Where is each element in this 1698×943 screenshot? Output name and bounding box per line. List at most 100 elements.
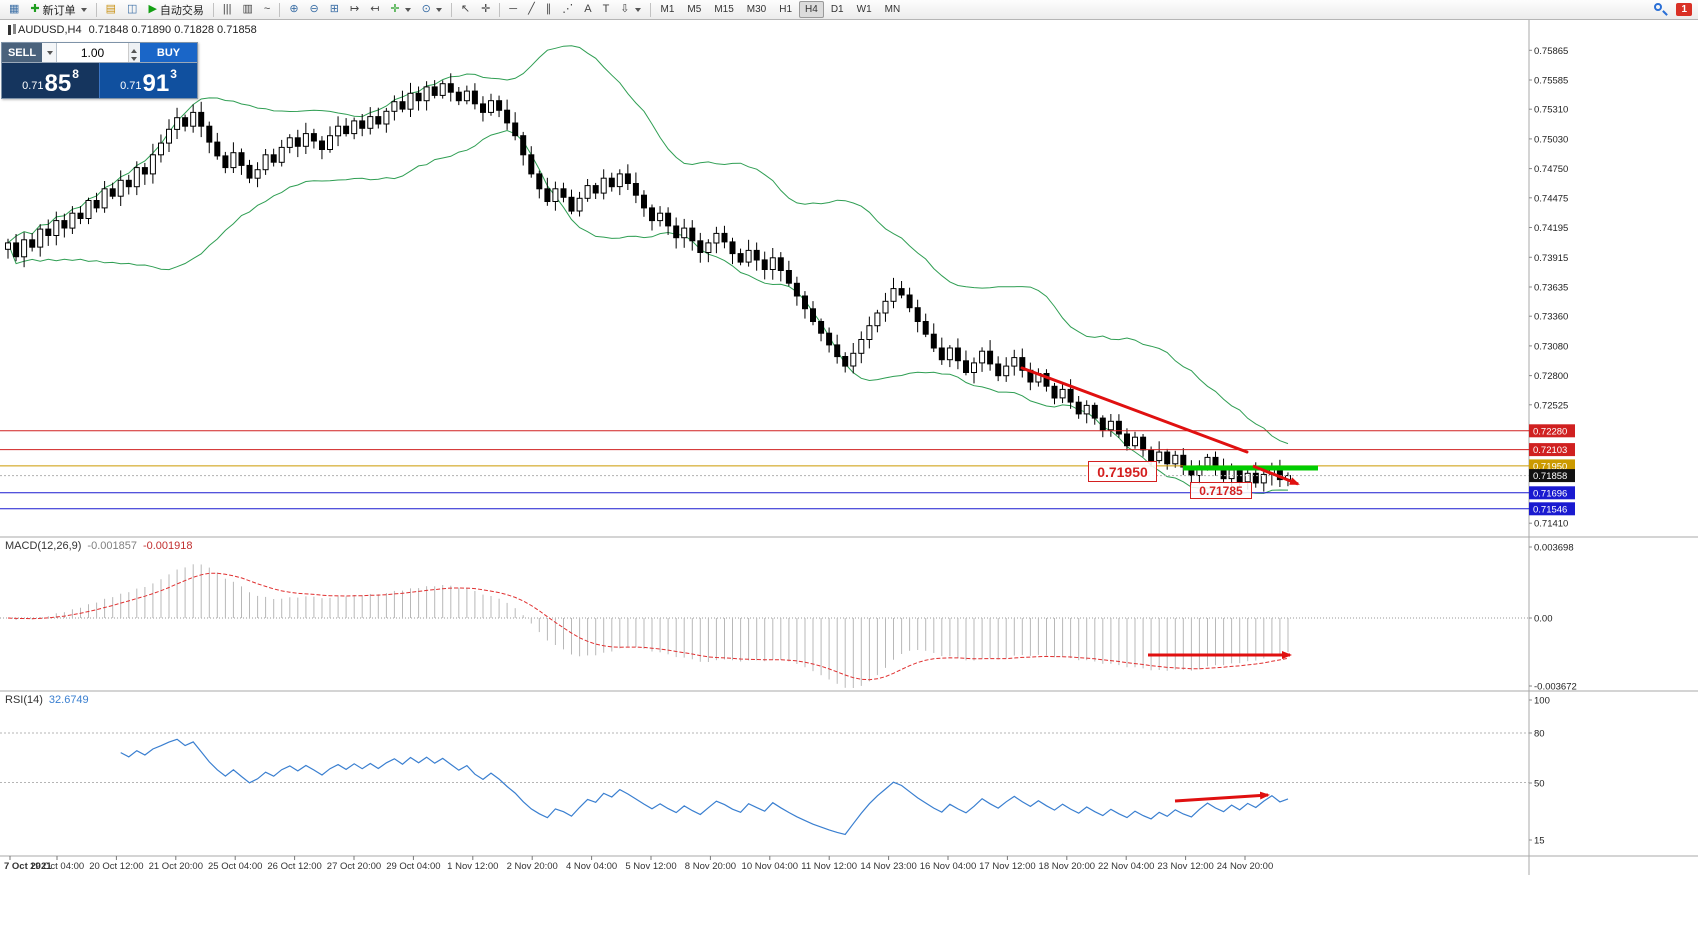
timeframe-m1[interactable]: M1 [660, 4, 675, 15]
candle-body [1067, 388, 1074, 403]
candle-body [166, 128, 172, 144]
text-label-button[interactable]: T [598, 1, 615, 18]
arrows-button[interactable]: ⇩ [615, 1, 645, 18]
bollinger-upper-band [7, 45, 1289, 445]
timeframe-m15[interactable]: M15 [714, 4, 734, 15]
horizontal-levels[interactable]: 0.72280 0.72103 0.71950 0.71696 0.71546 [0, 424, 1575, 516]
rsi-direction-arrow[interactable] [1174, 791, 1270, 803]
price-axis-tick: 0.74195 [1534, 223, 1568, 234]
candle-body [1172, 454, 1179, 465]
trend-annotations[interactable] [1020, 366, 1300, 486]
candle-body [375, 116, 382, 125]
trendline-button[interactable]: ╱ [523, 1, 540, 18]
zoom-out-button[interactable]: ⊖ [305, 1, 324, 18]
periods-button[interactable]: ⊙ [417, 1, 447, 18]
magnifier-glass [1654, 3, 1663, 11]
candle-body [335, 125, 342, 137]
price-axis-tick: 0.75030 [1534, 134, 1568, 145]
candle-body [367, 116, 374, 129]
cursor-icon: ↖ [460, 3, 471, 15]
sell-price-pip: 8 [72, 67, 79, 81]
new-chart-button[interactable]: ▦ [4, 1, 24, 18]
candle-body [512, 122, 519, 137]
text-button[interactable]: A [579, 1, 596, 18]
time-axis-label: 11 Nov 12:00 [801, 861, 857, 872]
price-annotation-box-1[interactable]: 0.71950 [1088, 461, 1157, 482]
candle-body [697, 240, 704, 254]
candle-body [45, 228, 52, 237]
chart-shift-button[interactable]: ↤ [365, 1, 384, 18]
order-type-dropdown[interactable] [42, 43, 57, 62]
buy-price-pip: 3 [170, 67, 177, 81]
timeframe-m30[interactable]: M30 [746, 4, 767, 15]
time-axis-label: 16 Nov 04:00 [920, 861, 977, 872]
candle-body [898, 288, 905, 296]
timeframe-w1[interactable]: W1 [856, 4, 872, 15]
candle-body [439, 83, 446, 96]
candle-body [971, 362, 977, 373]
candle-body [1051, 385, 1058, 399]
candle-body [415, 92, 422, 102]
volume-increment-button[interactable] [129, 43, 140, 53]
indicators-button[interactable]: ✛ [385, 1, 415, 18]
candle-body [769, 257, 776, 270]
search-icon[interactable] [1654, 3, 1669, 16]
candle-body [327, 135, 333, 150]
macd-main-value: -0.001857 [87, 540, 137, 552]
bollinger-lower-band [7, 129, 1289, 495]
fibonacci-button[interactable]: ⋰ [557, 1, 578, 18]
charts-grid-icon: ◫ [127, 3, 138, 15]
crosshair-button[interactable]: ✛ [476, 1, 495, 18]
line-chart-button[interactable]: ~ [259, 1, 275, 18]
timeframe-h4[interactable]: H4 [799, 1, 824, 18]
candle-body [1091, 404, 1098, 419]
equidistant-channel-button[interactable]: ∥ [541, 1, 557, 18]
candlestick-chart-button[interactable]: ▥ [237, 1, 257, 18]
candle-body [1124, 433, 1130, 447]
timeframe-h1[interactable]: H1 [779, 4, 793, 15]
candle-body [850, 352, 857, 367]
candle-body [632, 183, 639, 196]
timeframe-d1[interactable]: D1 [830, 4, 844, 15]
candle-body [407, 92, 414, 110]
candle-body [979, 350, 986, 364]
macd-signal-line [7, 572, 1289, 681]
candle-body [310, 133, 317, 142]
autotrade-button[interactable]: ▶ 自动交易 [143, 1, 208, 18]
volume-input[interactable] [57, 43, 128, 62]
autotrade-button-label: 自动交易 [159, 4, 204, 17]
zoom-in-icon: ⊕ [289, 3, 299, 15]
price-axis-tick: 0.75310 [1534, 105, 1568, 116]
bar-chart-button[interactable]: ||| [218, 1, 237, 18]
volume-decrement-button[interactable] [129, 52, 140, 62]
candle-body [834, 344, 841, 358]
notification-badge[interactable]: 1 [1676, 3, 1692, 16]
new-order-button[interactable]: ✚ 新订单 [25, 1, 91, 18]
buy-button[interactable]: BUY [140, 43, 197, 62]
level-price-label-box [1529, 502, 1575, 516]
cursor-button[interactable]: ↖ [456, 1, 475, 18]
fibonacci-icon: ⋰ [562, 3, 574, 15]
price-axis-tick: 0.75585 [1534, 76, 1568, 87]
price-annotation-box-2[interactable]: 0.71785 [1190, 482, 1252, 499]
candle-body [600, 177, 607, 194]
indicators-icon: ✛ [390, 3, 400, 15]
buy-price-display[interactable]: 0.71 91 3 [99, 63, 197, 98]
sell-price-display[interactable]: 0.71 85 8 [2, 63, 99, 98]
profiles-icon: ▤ [105, 3, 117, 15]
candle-body [665, 212, 672, 227]
profiles-button[interactable]: ▤ [101, 1, 121, 18]
price-axis-tick: 0.71410 [1534, 519, 1568, 530]
charts-grid-button[interactable]: ◫ [122, 1, 142, 18]
timeframe-mn[interactable]: MN [884, 4, 901, 15]
auto-scroll-button[interactable]: ↦ [345, 1, 364, 18]
toolbar-separator [279, 2, 281, 17]
chevron-down-icon [80, 7, 87, 12]
sell-button[interactable]: SELL [2, 43, 42, 62]
horizontal-line-button[interactable]: ─ [504, 1, 522, 18]
tile-windows-button[interactable]: ⊞ [325, 1, 344, 18]
zoom-in-button[interactable]: ⊕ [284, 1, 303, 18]
timeframe-m5[interactable]: M5 [687, 4, 702, 15]
candle-body [946, 347, 953, 361]
